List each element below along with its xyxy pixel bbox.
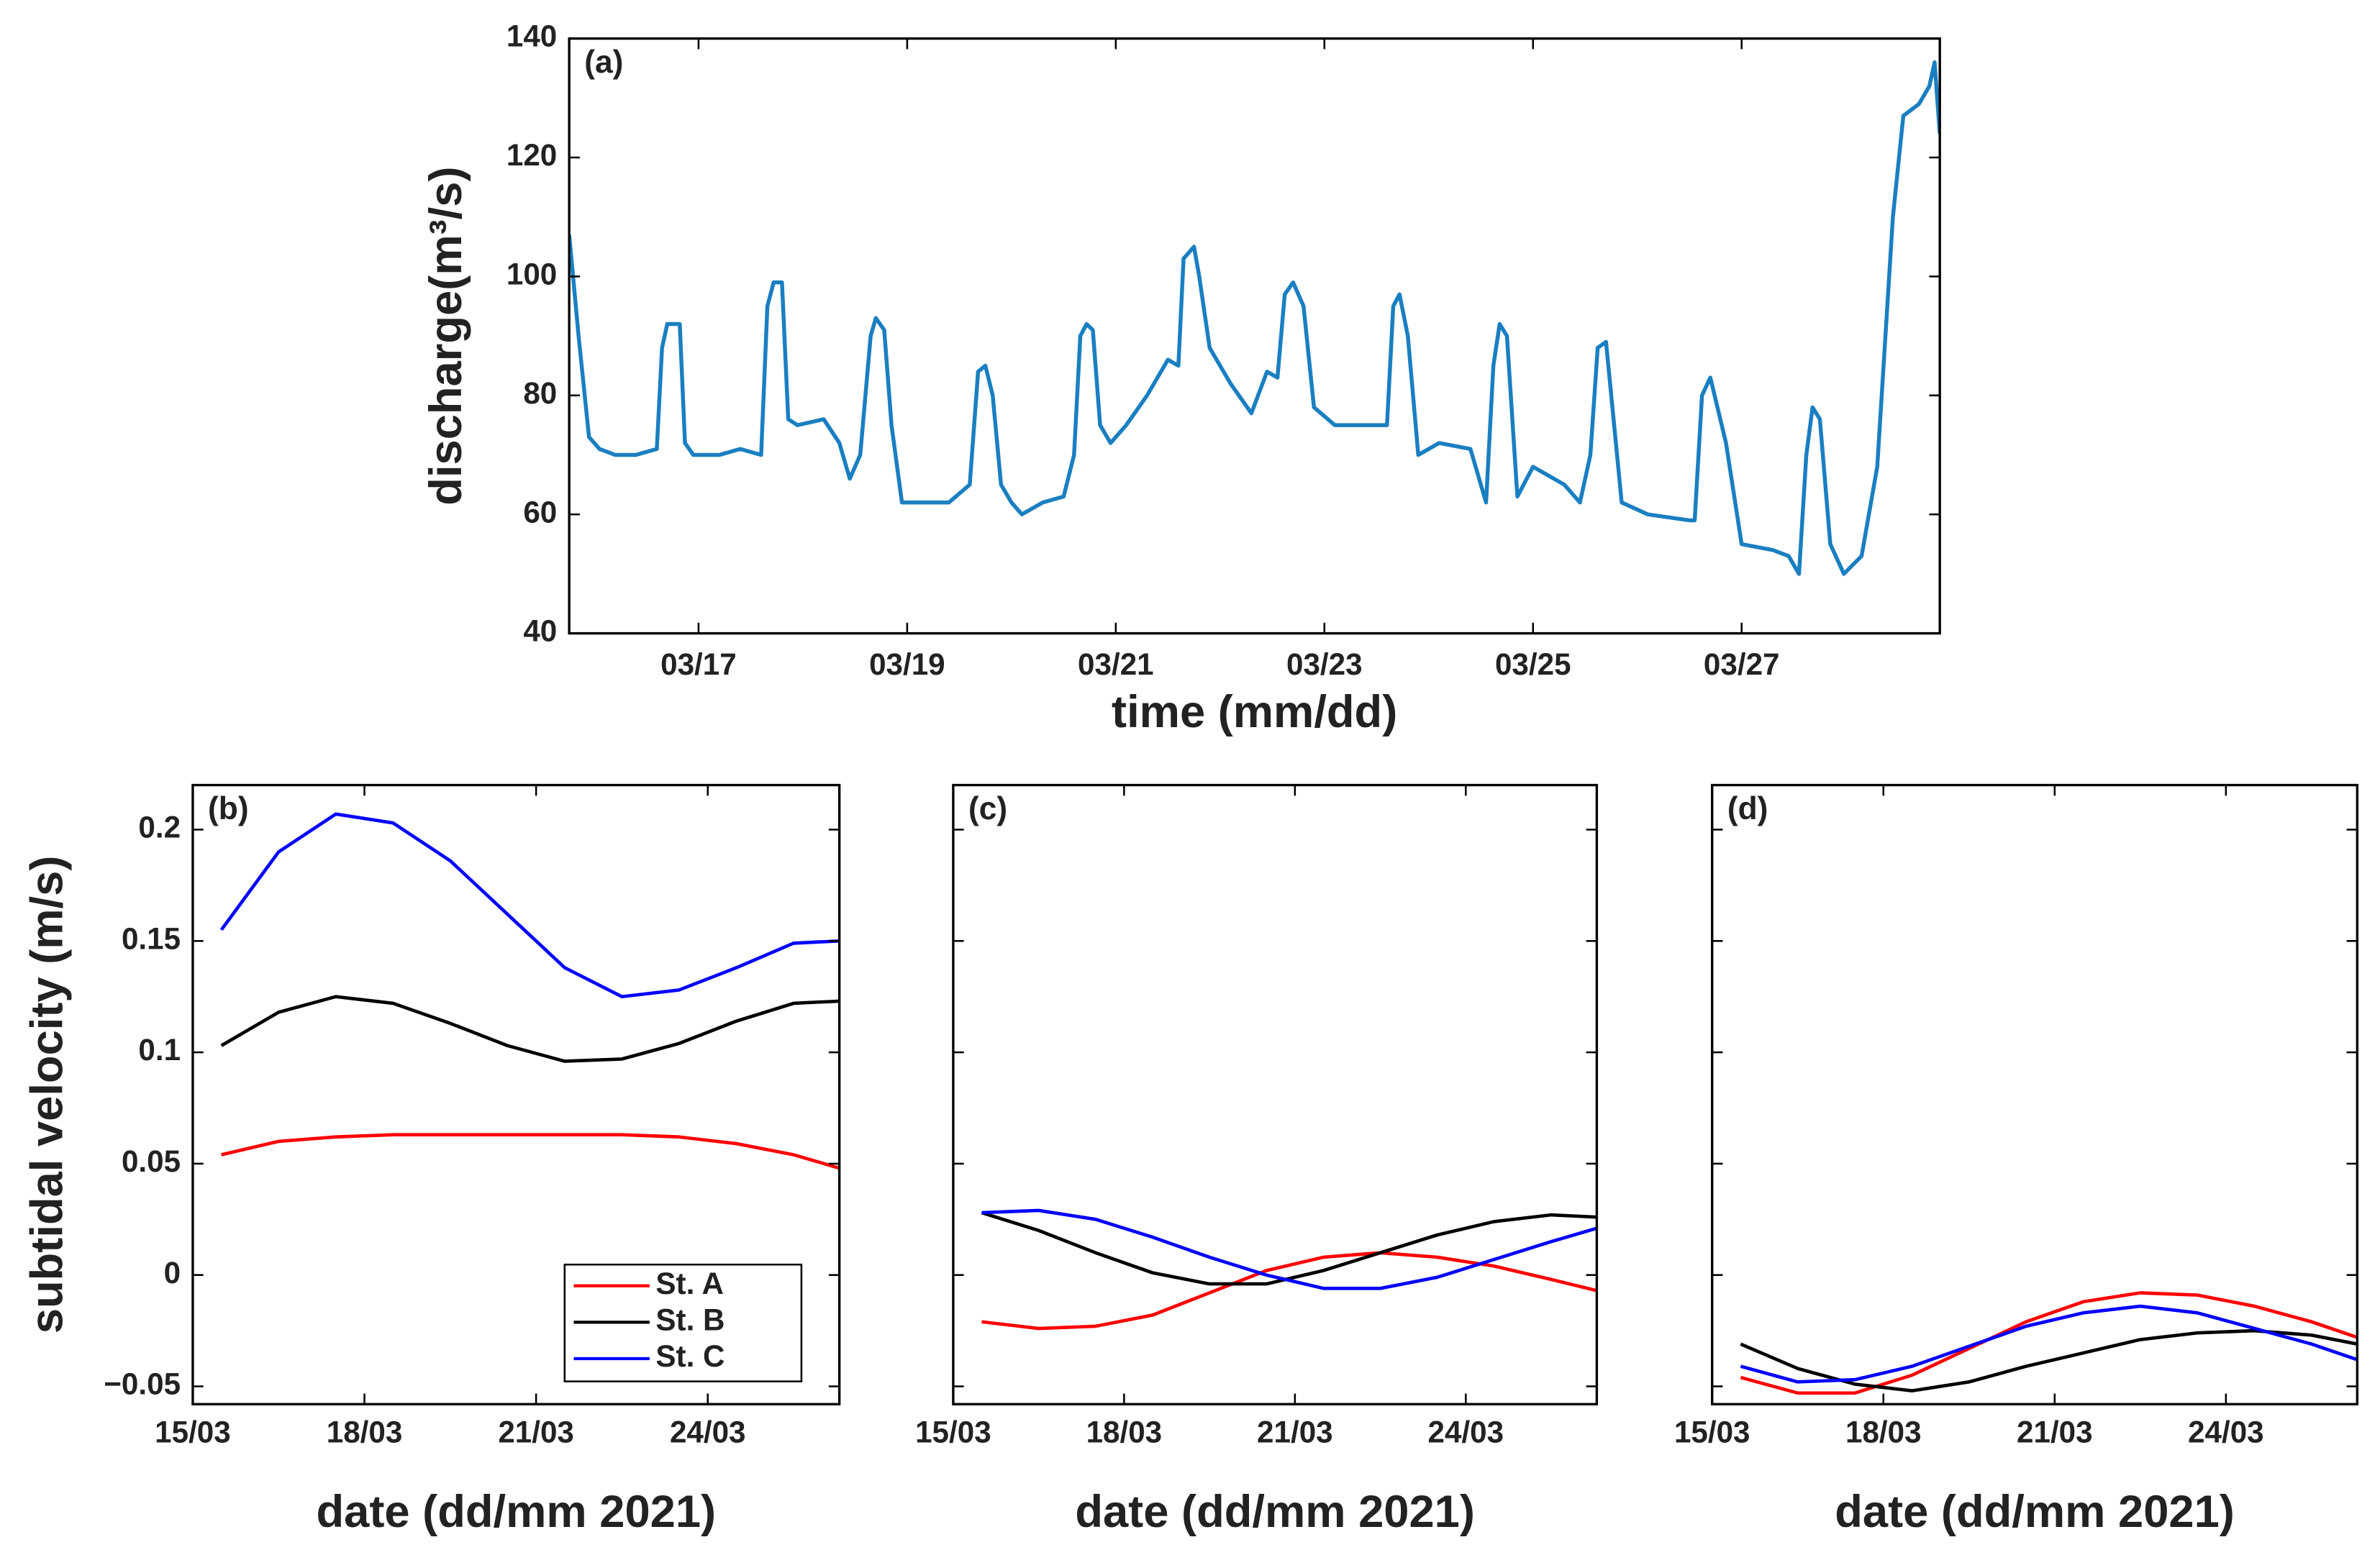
plot-frame xyxy=(952,783,1599,1405)
panel-label: (b) xyxy=(208,791,249,826)
x-tick-label: 18/03 xyxy=(327,1415,403,1449)
x-tick-label: 21/03 xyxy=(1257,1415,1333,1449)
y-tick-label: 0.15 xyxy=(122,921,181,955)
y-tick-label: 140 xyxy=(507,19,557,53)
data-line xyxy=(1740,1291,2358,1395)
x-tick-label: 03/27 xyxy=(1704,647,1780,681)
data-line xyxy=(220,995,840,1063)
x-tick-label: 03/17 xyxy=(660,647,737,681)
x-tick-label: 24/03 xyxy=(670,1415,746,1449)
panel-label: (a) xyxy=(584,45,623,80)
x-tick-label: 24/03 xyxy=(2188,1415,2264,1449)
y-tick-label: 0.05 xyxy=(122,1144,181,1178)
x-tick-label: 03/23 xyxy=(1286,647,1363,681)
y-tick-label: 60 xyxy=(523,495,557,529)
x-tick-label: 21/03 xyxy=(2017,1415,2093,1449)
y-tick-label: 80 xyxy=(523,376,557,410)
y-tick-label: 40 xyxy=(523,614,557,648)
y-axis-label: subtidal velocity (m/s) xyxy=(22,856,72,1334)
plot-frame xyxy=(191,783,841,1405)
x-tick-label: 03/21 xyxy=(1078,647,1154,681)
data-line xyxy=(981,1251,1597,1331)
data-line xyxy=(569,60,1940,576)
x-tick-label: 21/03 xyxy=(498,1415,574,1449)
x-axis-label: date (dd/mm 2021) xyxy=(316,1487,716,1537)
x-tick-label: 15/03 xyxy=(155,1415,231,1449)
x-axis-label: date (dd/mm 2021) xyxy=(1835,1487,2235,1537)
y-tick-label: 100 xyxy=(507,257,557,291)
y-tick-label: 0.2 xyxy=(138,811,181,844)
legend-label: St. A xyxy=(655,1267,724,1300)
data-line xyxy=(981,1208,1597,1290)
x-axis-label: date (dd/mm 2021) xyxy=(1075,1487,1475,1537)
y-axis-label: discharge(m³/s) xyxy=(421,166,471,505)
plot-frame xyxy=(1711,783,2359,1405)
panel-label: (c) xyxy=(968,791,1007,826)
plot-frame xyxy=(568,37,1941,635)
y-tick-label: 120 xyxy=(507,138,557,172)
y-tick-label: −0.05 xyxy=(104,1367,181,1401)
panel-label: (d) xyxy=(1727,791,1768,826)
x-tick-label: 18/03 xyxy=(1086,1415,1163,1449)
x-tick-label: 15/03 xyxy=(1674,1415,1750,1449)
data-line xyxy=(219,812,840,999)
x-axis-label: time (mm/dd) xyxy=(1112,687,1397,737)
y-tick-label: 0 xyxy=(164,1256,181,1290)
x-tick-label: 18/03 xyxy=(1845,1415,1922,1449)
x-tick-label: 24/03 xyxy=(1428,1415,1504,1449)
x-tick-label: 03/19 xyxy=(869,647,945,681)
legend-label: St. B xyxy=(655,1303,725,1337)
data-line xyxy=(981,1210,1597,1286)
x-tick-label: 03/25 xyxy=(1495,647,1571,681)
data-line xyxy=(1740,1304,2358,1384)
x-tick-label: 15/03 xyxy=(915,1415,991,1449)
legend-label: St. C xyxy=(655,1339,725,1373)
data-line xyxy=(221,1133,840,1170)
y-tick-label: 0.1 xyxy=(138,1033,181,1067)
